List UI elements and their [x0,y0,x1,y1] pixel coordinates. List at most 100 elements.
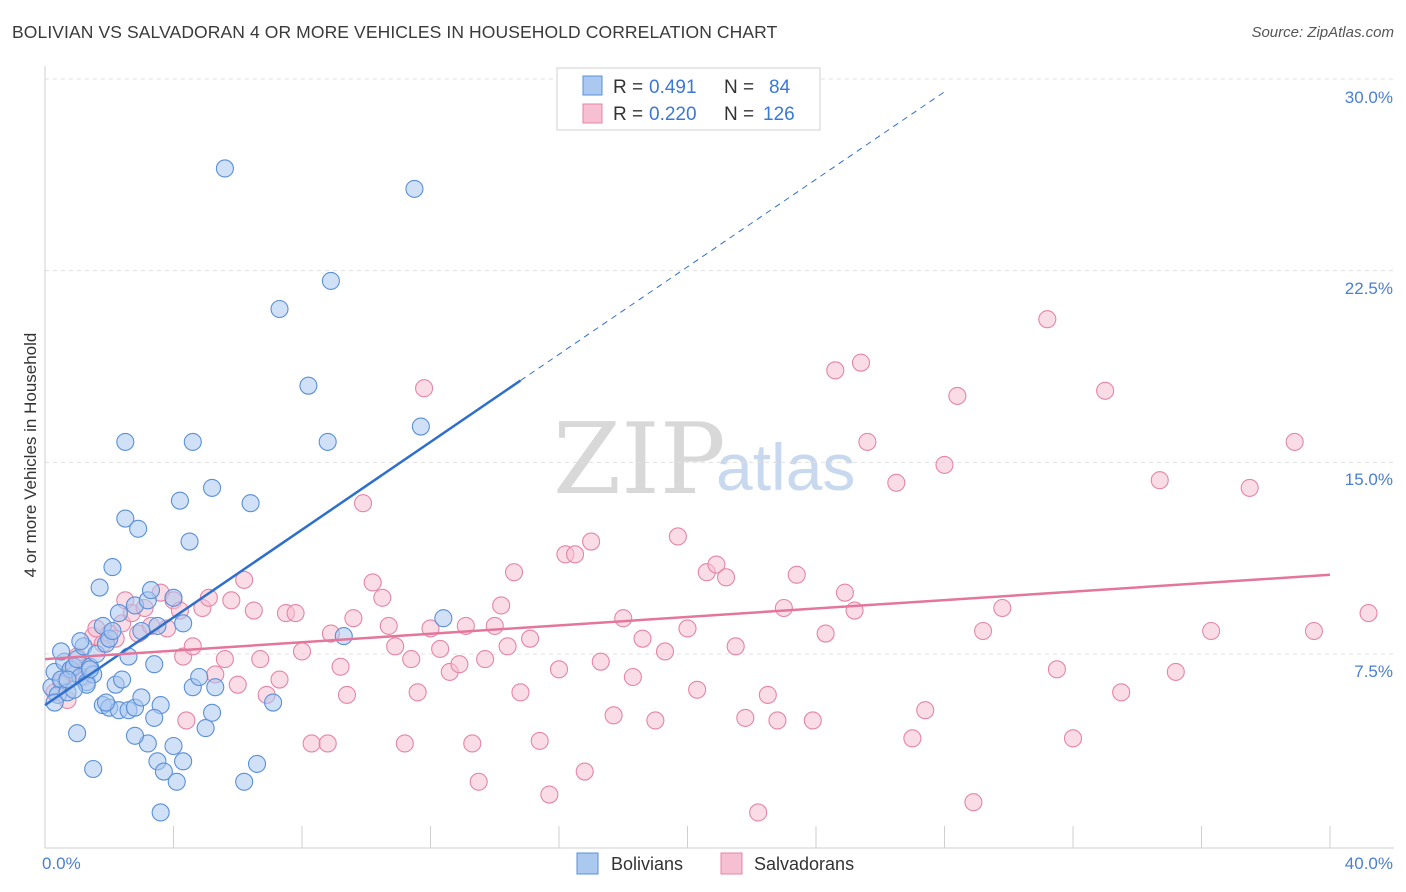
legend-r-value-2: 0.220 [649,104,697,125]
bolivians-point-42 [270,299,289,319]
salvadorans-point-65 [504,563,524,582]
bolivians-point-37 [183,432,202,451]
salvadorans-point-23 [177,711,196,730]
salvadorans-point-38 [292,642,312,661]
bolivians-point-24 [119,647,138,666]
bolivians-trendline-extension [520,91,945,381]
bolivians-point-41 [215,159,234,178]
legend-n-label-2: N = [724,104,754,125]
salvadorans-point-105 [935,455,954,474]
salvadorans-point-73 [575,762,594,781]
salvadorans-point-45 [353,494,373,513]
salvadorans-point-84 [688,680,707,699]
salvadorans-point-100 [851,353,871,372]
salvadorans-point-49 [386,637,405,656]
bolivians-point-19 [113,670,132,689]
bolivians-point-28 [145,655,164,674]
salvadorans-point-110 [1038,310,1057,329]
bolivians-point-67 [196,719,215,738]
salvadorans-point-68 [530,731,549,750]
salvadorans-point-107 [964,793,983,812]
salvadorans-point-53 [415,379,434,398]
salvadorans-point-30 [228,675,247,694]
salvadorans-point-96 [816,624,835,643]
salvadorans-point-74 [582,532,601,551]
bolivians-point-69 [235,772,254,791]
salvadorans-point-82 [668,527,687,546]
salvadorans-point-64 [498,637,517,656]
salvadorans-point-86 [707,555,726,574]
watermark: ZIP atlas [553,403,855,517]
salvadorans-point-57 [450,655,469,674]
legend-r-label-1: R = [613,77,643,98]
salvadorans-point-108 [973,621,993,641]
bolivians-point-73 [125,726,144,745]
salvadorans-point-104 [916,701,935,720]
bottom-legend-label-salvadorans: Salvadorans [754,854,854,874]
bolivians-point-30 [116,432,135,451]
bolivians-point-66 [190,667,209,687]
bolivians-point-70 [247,754,267,773]
salvadorans-point-76 [604,706,623,725]
salvadorans-point-120 [1304,621,1323,641]
salvadorans-point-44 [344,609,363,628]
salvadorans-point-70 [549,660,569,679]
salvadorans-point-87 [716,568,736,587]
bolivians-point-57 [132,688,151,707]
salvadorans-point-31 [235,570,254,589]
salvadorans-point-92 [768,711,787,730]
bottom-legend-swatch-salvadorans [720,852,743,875]
bolivians-points [42,159,453,822]
salvadorans-point-103 [903,729,922,748]
salvadorans-point-43 [337,685,357,704]
salvadorans-point-91 [758,685,777,704]
bolivians-point-50 [68,724,87,743]
bolivians-point-40 [241,494,260,513]
salvadorans-point-101 [858,432,877,451]
salvadorans-point-80 [646,711,665,730]
salvadorans-point-111 [1047,660,1066,679]
salvadorans-point-79 [633,629,652,648]
bolivians-point-38 [203,478,222,497]
salvadorans-point-32 [244,601,263,620]
salvadorans-point-47 [373,588,392,607]
salvadorans-point-35 [270,670,289,689]
bolivians-point-79 [141,581,161,600]
salvadorans-point-90 [749,803,768,822]
bolivians-point-44 [321,271,340,290]
salvadorans-point-118 [1240,478,1259,497]
salvadorans-point-28 [215,650,234,669]
salvadorans-point-83 [678,619,697,638]
legend-swatch-salvadorans [582,103,603,124]
salvadorans-point-95 [803,711,822,730]
bolivians-point-59 [145,708,164,727]
salvadorans-point-29 [222,591,241,610]
salvadorans-point-67 [521,629,540,648]
bolivians-point-62 [164,736,183,756]
bolivians-point-83 [96,693,116,712]
bolivians-point-47 [411,417,430,436]
bolivians-point-68 [203,703,222,722]
salvadorans-point-109 [993,598,1012,618]
salvadorans-point-116 [1166,662,1185,681]
trendlines [44,91,1331,707]
salvadorans-point-77 [614,609,633,628]
salvadorans-point-55 [431,639,450,658]
salvadorans-point-98 [835,583,854,602]
salvadorans-point-117 [1202,621,1221,641]
bolivians-point-80 [45,693,64,712]
legend-n-value-2: 126 [763,104,795,125]
bolivians-point-43 [299,376,318,395]
correlation-legend: R = 0.491 N = 84 R = 0.220 N = 126 [556,67,821,131]
y-tick-label-15: 15.0% [1345,470,1393,489]
bolivians-point-77 [71,632,90,651]
salvadorans-point-81 [655,642,675,661]
salvadorans-point-48 [379,616,398,635]
bolivians-point-23 [116,509,135,528]
bolivians-point-46 [334,627,353,646]
salvadorans-point-78 [623,667,642,687]
bolivians-point-51 [84,759,103,779]
salvadorans-point-63 [492,596,511,615]
salvadorans-point-121 [1359,604,1378,623]
